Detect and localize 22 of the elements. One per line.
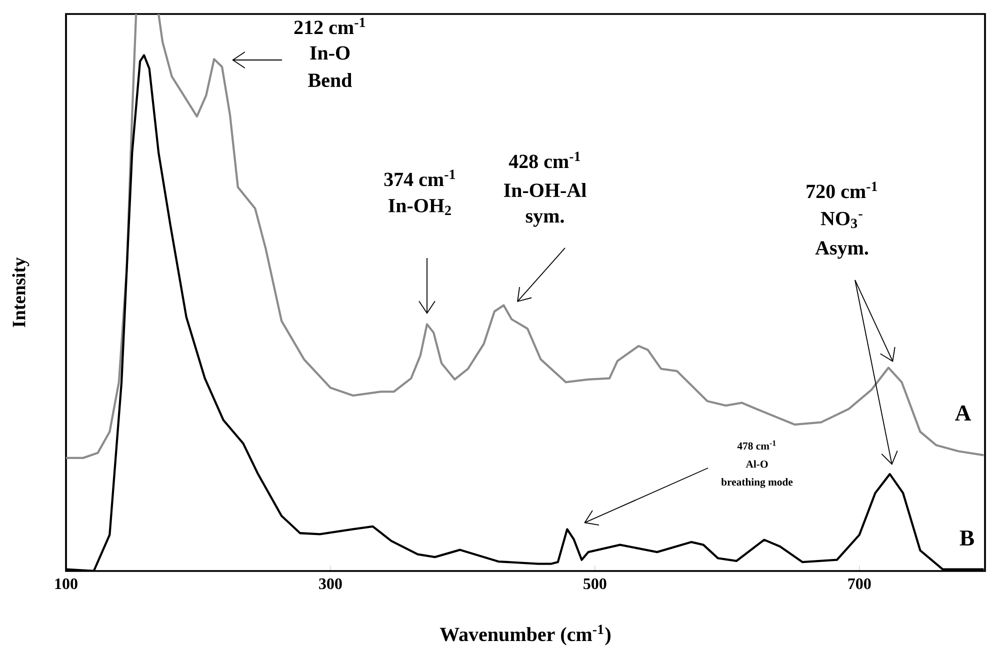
x-axis-title: Wavenumber (cm$^{-1}$) [440,624,610,646]
x-tick-label: 500 [584,578,606,590]
annotation: In-OH-Al [504,182,586,198]
x-tick-label: 100 [55,578,78,590]
y-axis-title: Intensity [12,257,30,328]
annotation: 212 cm$^{-1}$ [294,18,366,34]
annotation: In-O [310,46,350,60]
annotation: In-OH$_{2}$ [388,198,451,216]
series-label: B [960,530,974,546]
series-label: A [955,405,972,420]
annotation: 720 cm$^{-1}$ [806,182,878,198]
annotation: 374 cm$^{-1}$ [384,170,456,186]
annotation: Al-O [746,460,768,468]
x-tick-label: 700 [848,578,871,590]
annotation: 478 cm$^{-1}$ [737,440,776,450]
annotation: 428 cm$^{-1}$ [508,152,580,168]
annotation: breathing mode [721,478,793,488]
annotation: Asym. [815,241,868,259]
annotation: NO$_{3}$- [820,212,862,228]
x-tick-label: 300 [319,578,342,590]
annotation: Bend [308,72,352,88]
annotation: sym. [526,213,564,227]
